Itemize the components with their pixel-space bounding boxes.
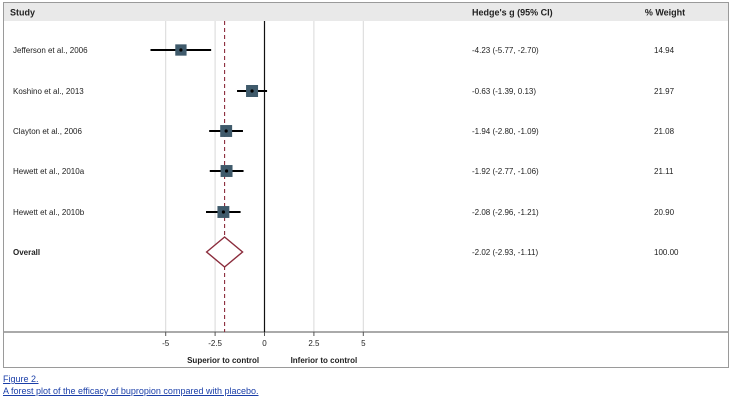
- header-band: [4, 3, 728, 21]
- study-name: Clayton et al., 2006: [13, 127, 82, 136]
- study-point-marker: [250, 89, 254, 93]
- x-tick-label: 0: [262, 339, 267, 348]
- study-effect-ci: -0.63 (-1.39, 0.13): [472, 87, 536, 96]
- forest-plot-figure: Study Hedge's g (95% CI) % Weight -5 -2.5 0 2.…: [3, 2, 729, 368]
- study-name: Hewett et al., 2010a: [13, 167, 85, 176]
- overall-effect-ci: -2.02 (-2.93, -1.11): [472, 248, 538, 257]
- column-header-weight: % Weight: [645, 8, 685, 18]
- study-point-marker: [224, 169, 229, 173]
- study-name: Hewett et al., 2010b: [13, 208, 85, 217]
- overall-effect-diamond: [205, 236, 244, 268]
- column-header-study: Study: [10, 8, 35, 18]
- study-effect-ci: -2.08 (-2.96, -1.21): [472, 208, 539, 217]
- study-weight: 21.97: [654, 87, 675, 96]
- study-point-marker: [224, 129, 228, 133]
- figure-label-link[interactable]: Figure 2.: [3, 374, 39, 384]
- overall-weight: 100.00: [654, 248, 679, 257]
- study-point-marker: [179, 48, 183, 52]
- forest-plot: Study Hedge's g (95% CI) % Weight -5 -2.5 0 2.…: [4, 3, 728, 365]
- column-header-effect: Hedge's g (95% CI): [472, 8, 553, 18]
- study-weight: 21.08: [654, 127, 675, 136]
- figure-caption-link[interactable]: A forest plot of the efficacy of bupropi…: [3, 386, 259, 396]
- study-weight: 14.94: [654, 46, 675, 55]
- x-tick-label: 2.5: [308, 339, 320, 348]
- x-tick-label: -2.5: [208, 339, 222, 348]
- study-point-marker: [221, 210, 225, 214]
- study-name: Jefferson et al., 2006: [13, 46, 88, 55]
- direction-label-right: Inferior to control: [291, 356, 358, 365]
- study-effect-ci: -4.23 (-5.77, -2.70): [472, 46, 539, 55]
- x-tick-label: -5: [162, 339, 170, 348]
- direction-label-left: Superior to control: [187, 356, 259, 365]
- study-weight: 21.11: [654, 167, 674, 176]
- x-tick-label: 5: [361, 339, 366, 348]
- study-name: Koshino et al., 2013: [13, 87, 84, 96]
- study-effect-ci: -1.92 (-2.77, -1.06): [472, 167, 539, 176]
- study-weight: 20.90: [654, 208, 675, 217]
- overall-label: Overall: [13, 248, 40, 257]
- study-effect-ci: -1.94 (-2.80, -1.09): [472, 127, 539, 136]
